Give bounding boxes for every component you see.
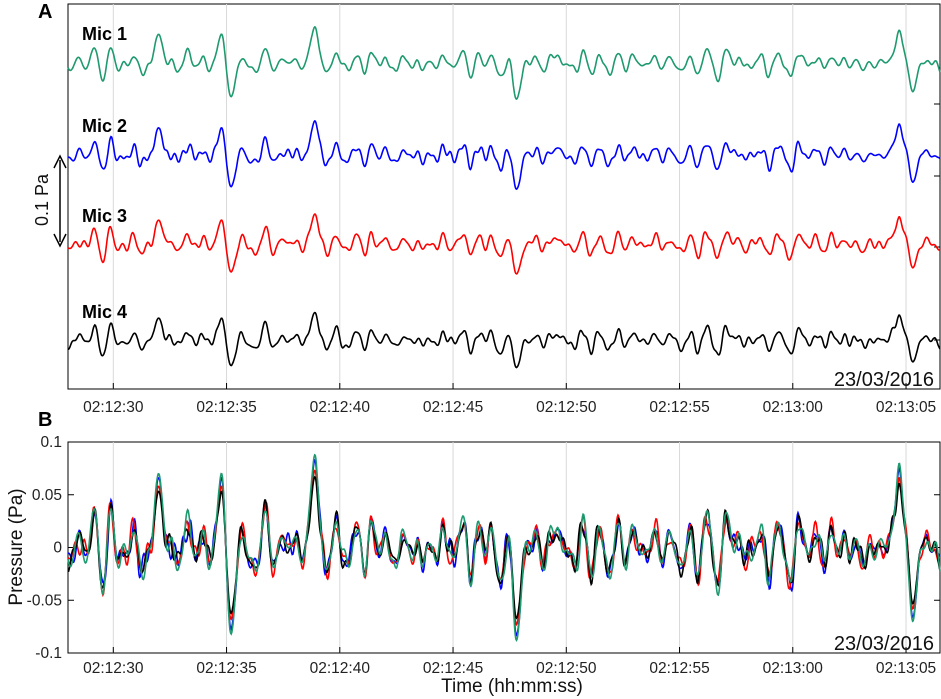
x-tick-label: 02:12:30 <box>83 399 144 416</box>
x-tick-label: 02:12:30 <box>83 660 144 677</box>
panel-letter-a: A <box>38 1 52 23</box>
scale-bar-arrow-up <box>53 154 67 169</box>
trace-mic-3 <box>67 213 940 275</box>
x-tick-label: 02:12:35 <box>196 660 256 677</box>
panel-b-y-ticks: -0.1 -0.05 0 0.05 0.1 <box>27 434 940 662</box>
x-axis-label: Time (hh:mm:ss) <box>441 676 583 697</box>
trace-mic-1 <box>67 26 941 101</box>
x-tick-label: 02:13:00 <box>763 660 824 677</box>
x-tick-label: 02:12:45 <box>423 660 483 677</box>
panel-letter-b: B <box>38 409 52 431</box>
panel-a-frame <box>67 3 941 390</box>
y-axis-label: Pressure (Pa) <box>6 488 27 605</box>
y-tick-label: -0.05 <box>27 592 62 609</box>
scale-bar-arrow-down <box>53 233 67 248</box>
panel-b-traces <box>67 453 941 643</box>
scale-bar: 0.1 Pa <box>32 154 67 248</box>
x-tick-label: 02:13:00 <box>763 399 824 416</box>
x-tick-label: 02:12:40 <box>310 660 371 677</box>
panel-a: A 02:12:30 02:12:35 02:12:40 02:12:45 02:12:… <box>32 1 941 416</box>
x-tick-label: 02:13:05 <box>876 660 936 677</box>
x-tick-label: 02:12:50 <box>536 399 597 416</box>
y-tick-label: -0.1 <box>35 645 62 662</box>
mic-label: Mic 4 <box>82 302 127 322</box>
panel-a-x-ticks: 02:12:30 02:12:35 02:12:40 02:12:45 02:12:50… <box>83 103 940 416</box>
mic-labels: Mic 1 Mic 2 Mic 3 Mic 4 <box>82 24 127 322</box>
x-tick-label: 02:13:05 <box>876 399 936 416</box>
mic-label: Mic 3 <box>82 206 127 226</box>
panel-b-date: 23/03/2016 <box>834 633 934 655</box>
overlay-trace-mic-1 <box>67 453 941 643</box>
x-tick-label: 02:12:40 <box>310 399 371 416</box>
x-tick-label: 02:12:55 <box>649 660 709 677</box>
scale-bar-label: 0.1 Pa <box>32 173 52 226</box>
trace-mic-2 <box>67 120 941 191</box>
panel-a-date: 23/03/2016 <box>834 369 934 391</box>
mic-label: Mic 1 <box>82 24 127 44</box>
x-tick-label: 02:12:45 <box>423 399 483 416</box>
mic-label: Mic 2 <box>82 116 127 136</box>
trace-mic-4 <box>67 311 941 369</box>
y-tick-label: 0.05 <box>32 487 62 504</box>
panel-a-traces <box>67 26 941 369</box>
x-tick-label: 02:12:55 <box>649 399 709 416</box>
y-tick-label: 0.1 <box>40 434 62 451</box>
panel-b-x-ticks: 02:12:30 02:12:35 02:12:40 02:12:45 02:12:50… <box>83 647 936 677</box>
x-tick-label: 02:12:50 <box>536 660 597 677</box>
y-tick-label: 0 <box>53 540 62 557</box>
x-tick-label: 02:12:35 <box>196 399 256 416</box>
